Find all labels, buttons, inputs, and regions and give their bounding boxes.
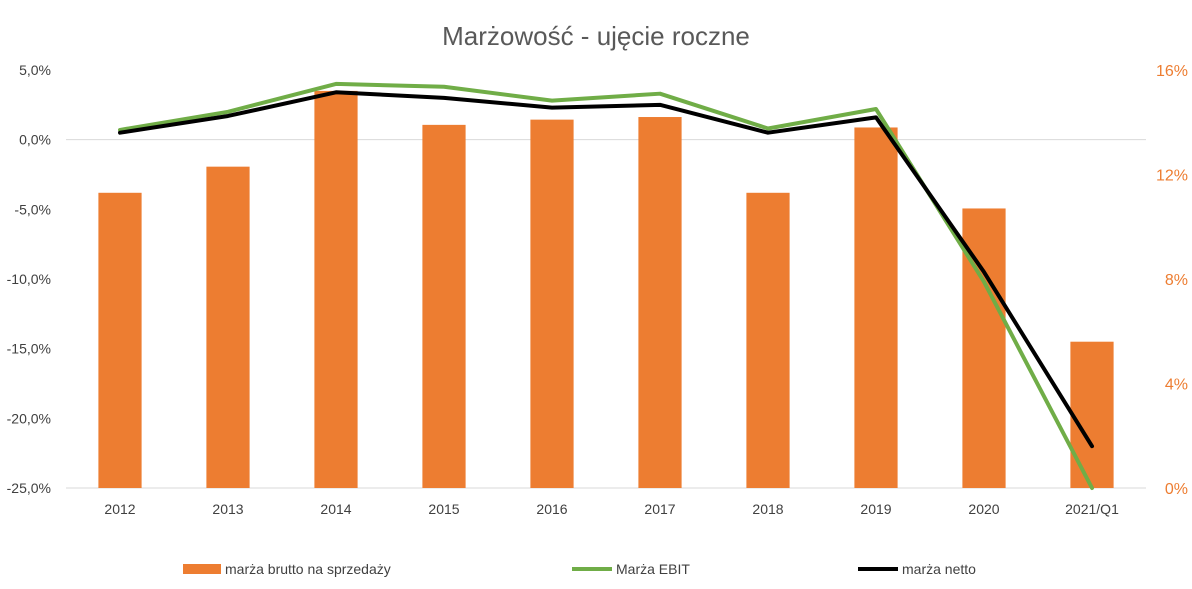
bar-2016 bbox=[530, 119, 574, 488]
bar-2021-Q1 bbox=[1070, 341, 1114, 488]
x-tick-label: 2013 bbox=[212, 501, 243, 517]
left-tick-label: -10,0% bbox=[7, 271, 51, 287]
x-tick-label: 2020 bbox=[968, 501, 999, 517]
right-tick-label: 8% bbox=[1165, 272, 1188, 289]
x-tick-label: 2015 bbox=[428, 501, 459, 517]
left-tick-label: -25,0% bbox=[7, 480, 51, 496]
left-tick-label: -5,0% bbox=[14, 201, 51, 217]
bar-2018 bbox=[746, 192, 790, 488]
bar-2013 bbox=[206, 166, 250, 488]
left-axis-ticks: 5,0% 0,0% -5,0% -10,0% -15,0% -20,0% -25,0% bbox=[7, 62, 51, 496]
bar-2015 bbox=[422, 124, 466, 489]
bar-2014 bbox=[314, 90, 358, 489]
x-tick-label: 2014 bbox=[320, 501, 351, 517]
left-tick-label: -20,0% bbox=[7, 410, 51, 426]
legend-label: marża brutto na sprzedaży bbox=[225, 561, 391, 577]
x-tick-label: 2016 bbox=[536, 501, 567, 517]
x-tick-label: 2017 bbox=[644, 501, 675, 517]
right-tick-label: 12% bbox=[1156, 168, 1188, 185]
legend-label: Marża EBIT bbox=[616, 561, 690, 577]
chart-title: Marżowość - ujęcie roczne bbox=[442, 21, 750, 51]
x-tick-label: 2018 bbox=[752, 501, 783, 517]
legend-swatch-brutto bbox=[183, 564, 221, 574]
x-tick-label: 2019 bbox=[860, 501, 891, 517]
left-tick-label: 5,0% bbox=[19, 62, 51, 78]
right-tick-label: 4% bbox=[1165, 377, 1188, 394]
right-tick-label: 16% bbox=[1156, 63, 1188, 80]
legend-label: marża netto bbox=[902, 561, 976, 577]
x-axis-ticks: 2012 2013 2014 2015 2016 2017 2018 2019 2020 2021… bbox=[104, 501, 1119, 517]
left-tick-label: -15,0% bbox=[7, 341, 51, 357]
right-tick-label: 0% bbox=[1165, 481, 1188, 498]
line-series-group bbox=[118, 81, 1094, 490]
bar-series-group bbox=[98, 90, 1114, 489]
bar-2017 bbox=[638, 117, 682, 489]
left-tick-label: 0,0% bbox=[19, 132, 51, 148]
x-tick-label: 2012 bbox=[104, 501, 135, 517]
bar-2012 bbox=[98, 192, 142, 488]
legend: marża brutto na sprzedaży Marża EBIT marża… bbox=[183, 561, 976, 577]
line-series-netto bbox=[118, 90, 1094, 449]
right-axis-ticks: 16% 12% 8% 4% 0% bbox=[1156, 63, 1188, 498]
bar-2019 bbox=[854, 127, 898, 488]
line-series-ebit bbox=[118, 81, 1094, 490]
x-tick-label: 2021/Q1 bbox=[1065, 501, 1119, 517]
